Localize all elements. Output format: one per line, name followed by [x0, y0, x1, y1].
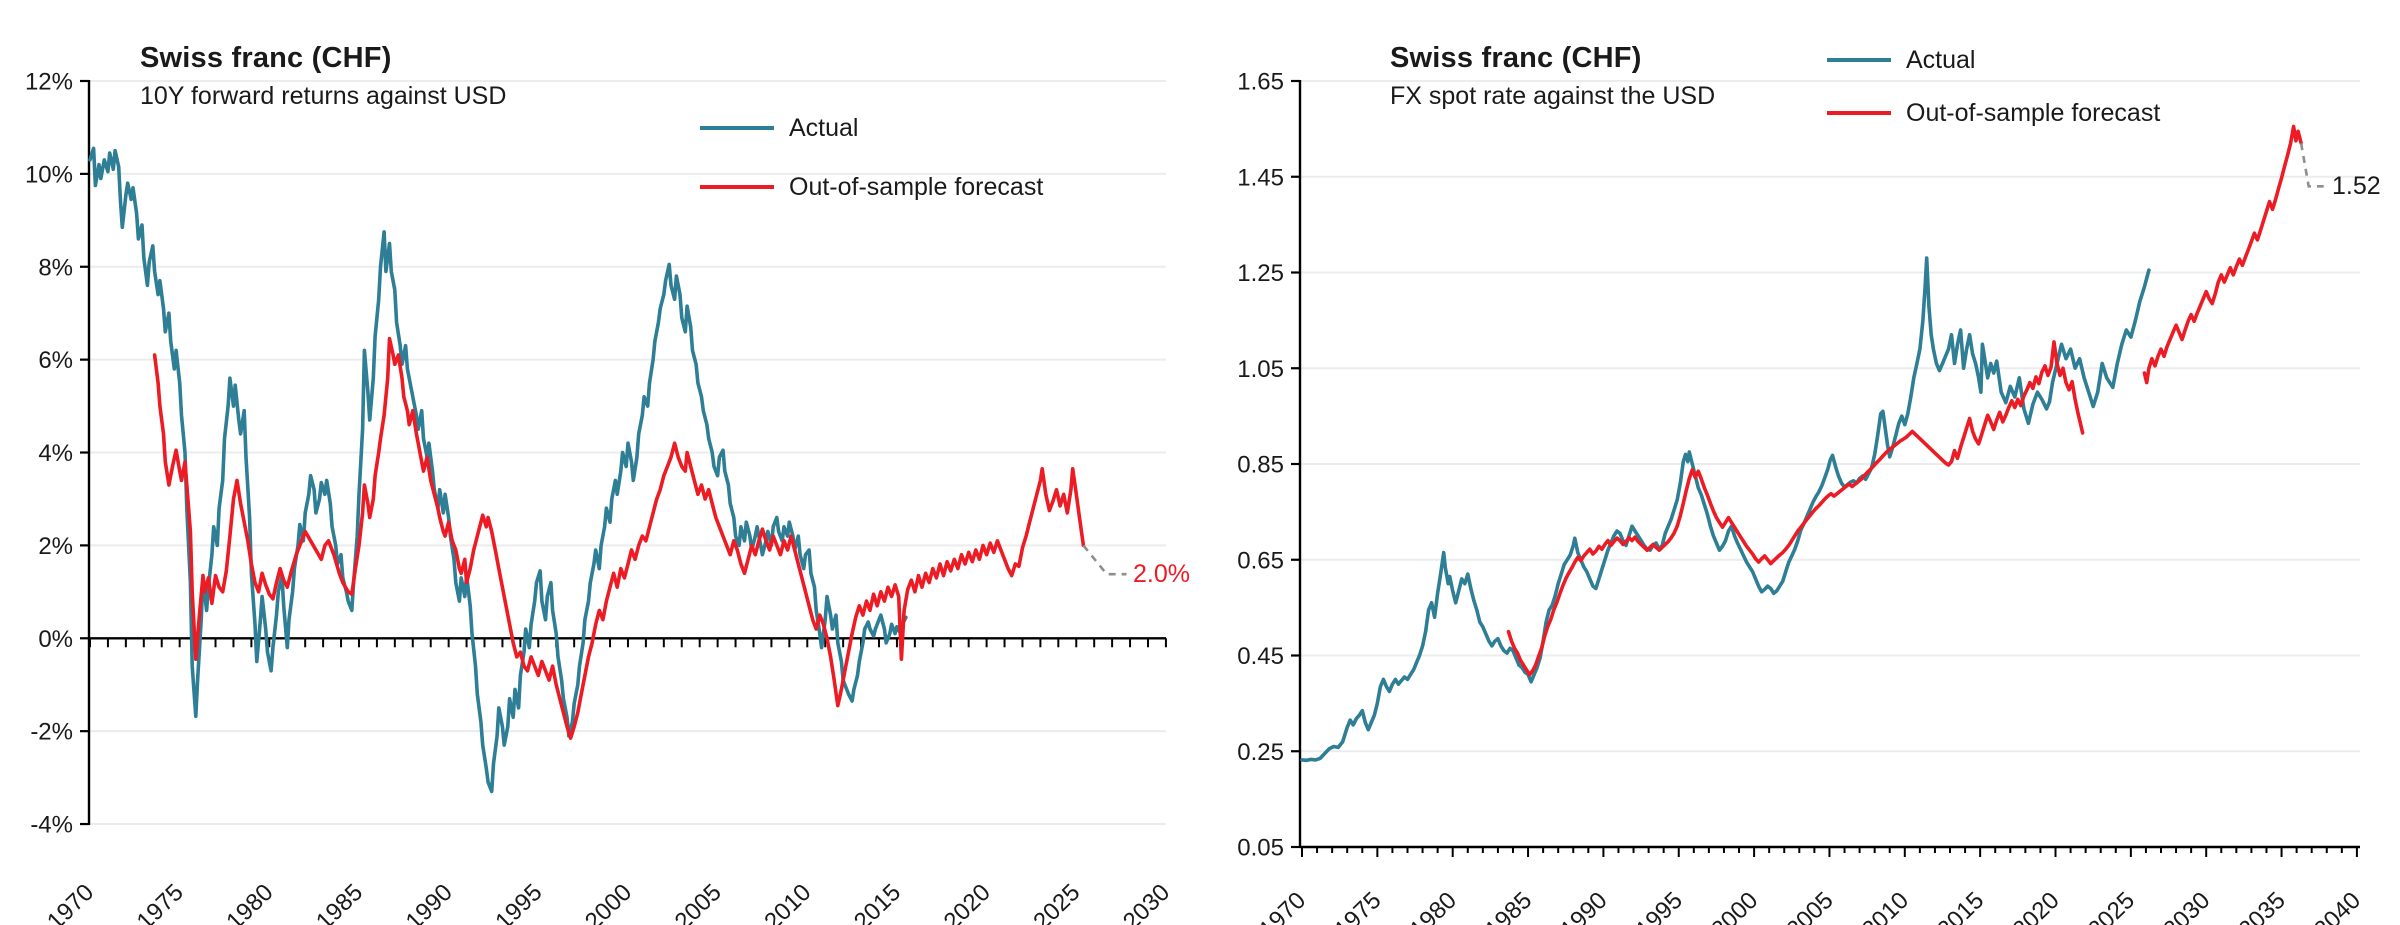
svg-text:10%: 10%: [25, 161, 73, 188]
svg-text:1980: 1980: [221, 879, 278, 925]
svg-text:2015: 2015: [1932, 887, 1989, 925]
legend-line-actual-icon: [1827, 58, 1891, 62]
svg-text:1970: 1970: [42, 879, 99, 925]
chart-subtitle: 10Y forward returns against USD: [140, 82, 507, 110]
svg-text:2020: 2020: [939, 879, 996, 925]
annotation-forecast-end-value: 1.52: [2332, 172, 2381, 200]
svg-text:2%: 2%: [38, 533, 73, 560]
svg-text:2030: 2030: [1118, 879, 1175, 925]
svg-text:1975: 1975: [132, 879, 189, 925]
chart-title: Swiss franc (CHF): [140, 42, 392, 74]
svg-text:6%: 6%: [38, 347, 73, 374]
legend: Actual Out-of-sample forecast: [1827, 44, 2160, 150]
svg-text:0.25: 0.25: [1237, 739, 1284, 766]
chart-title: Swiss franc (CHF): [1390, 42, 1642, 74]
legend-item-forecast: Out-of-sample forecast: [1827, 97, 2160, 129]
svg-text:0.85: 0.85: [1237, 452, 1284, 479]
annotation-forecast-end-value: 2.0%: [1133, 560, 1190, 588]
svg-text:2010: 2010: [759, 879, 816, 925]
svg-text:12%: 12%: [25, 69, 73, 96]
svg-text:2030: 2030: [2158, 887, 2215, 925]
svg-text:1980: 1980: [1405, 887, 1462, 925]
legend-item-actual: Actual: [1827, 44, 2160, 76]
svg-text:1985: 1985: [311, 879, 368, 925]
svg-text:2035: 2035: [2234, 887, 2291, 925]
svg-text:1975: 1975: [1329, 887, 1386, 925]
svg-text:1.05: 1.05: [1237, 356, 1284, 383]
svg-text:1990: 1990: [1555, 887, 1612, 925]
legend-label-forecast: Out-of-sample forecast: [1906, 98, 2161, 127]
chart-fx-spot-rate: Swiss franc (CHF) FX spot rate against t…: [1200, 0, 2400, 925]
svg-text:-2%: -2%: [30, 719, 73, 746]
legend-label-actual: Actual: [789, 113, 859, 142]
svg-text:1985: 1985: [1480, 887, 1537, 925]
svg-text:2000: 2000: [1706, 887, 1763, 925]
svg-text:4%: 4%: [38, 440, 73, 467]
svg-text:1995: 1995: [1631, 887, 1688, 925]
plot-forward-returns: 12% 10% 8% 6% 4% 2% 0% -2% -4% 1970 1975 1980 1985 19…: [25, 69, 1175, 925]
svg-text:0.45: 0.45: [1237, 643, 1284, 670]
svg-text:2025: 2025: [1028, 879, 1085, 925]
svg-text:2000: 2000: [580, 879, 637, 925]
svg-text:1970: 1970: [1254, 887, 1311, 925]
svg-text:2015: 2015: [849, 879, 906, 925]
svg-text:2010: 2010: [1857, 887, 1914, 925]
legend-label-actual: Actual: [1906, 45, 1976, 74]
legend-label-forecast: Out-of-sample forecast: [789, 172, 1044, 201]
svg-text:2005: 2005: [1781, 887, 1838, 925]
chart-subtitle: FX spot rate against the USD: [1390, 82, 1716, 110]
legend-line-actual-icon: [700, 126, 774, 130]
svg-text:1995: 1995: [490, 879, 547, 925]
svg-text:-4%: -4%: [30, 812, 73, 839]
svg-text:2025: 2025: [2083, 887, 2140, 925]
svg-text:0.65: 0.65: [1237, 547, 1284, 574]
svg-text:2020: 2020: [2008, 887, 2065, 925]
svg-text:1990: 1990: [401, 879, 458, 925]
svg-text:8%: 8%: [38, 254, 73, 281]
svg-text:2040: 2040: [2309, 887, 2366, 925]
legend-item-actual: Actual: [700, 112, 1043, 144]
svg-text:0.05: 0.05: [1237, 835, 1284, 862]
svg-text:1.65: 1.65: [1237, 69, 1284, 96]
legend-line-forecast-icon: [1827, 111, 1891, 115]
svg-text:0%: 0%: [38, 626, 73, 653]
legend: Actual Out-of-sample forecast: [700, 112, 1043, 230]
svg-text:1.25: 1.25: [1237, 260, 1284, 287]
svg-text:2005: 2005: [670, 879, 727, 925]
chart-forward-returns: Swiss franc (CHF) 10Y forward returns ag…: [25, 42, 1190, 925]
plot-fx-spot-rate: 1.65 1.45 1.25 1.05 0.85 0.65 0.45 0.25 0.05 1970…: [1237, 69, 2366, 925]
svg-text:1.45: 1.45: [1237, 164, 1284, 191]
legend-line-forecast-icon: [700, 185, 774, 189]
legend-item-forecast: Out-of-sample forecast: [700, 171, 1043, 203]
